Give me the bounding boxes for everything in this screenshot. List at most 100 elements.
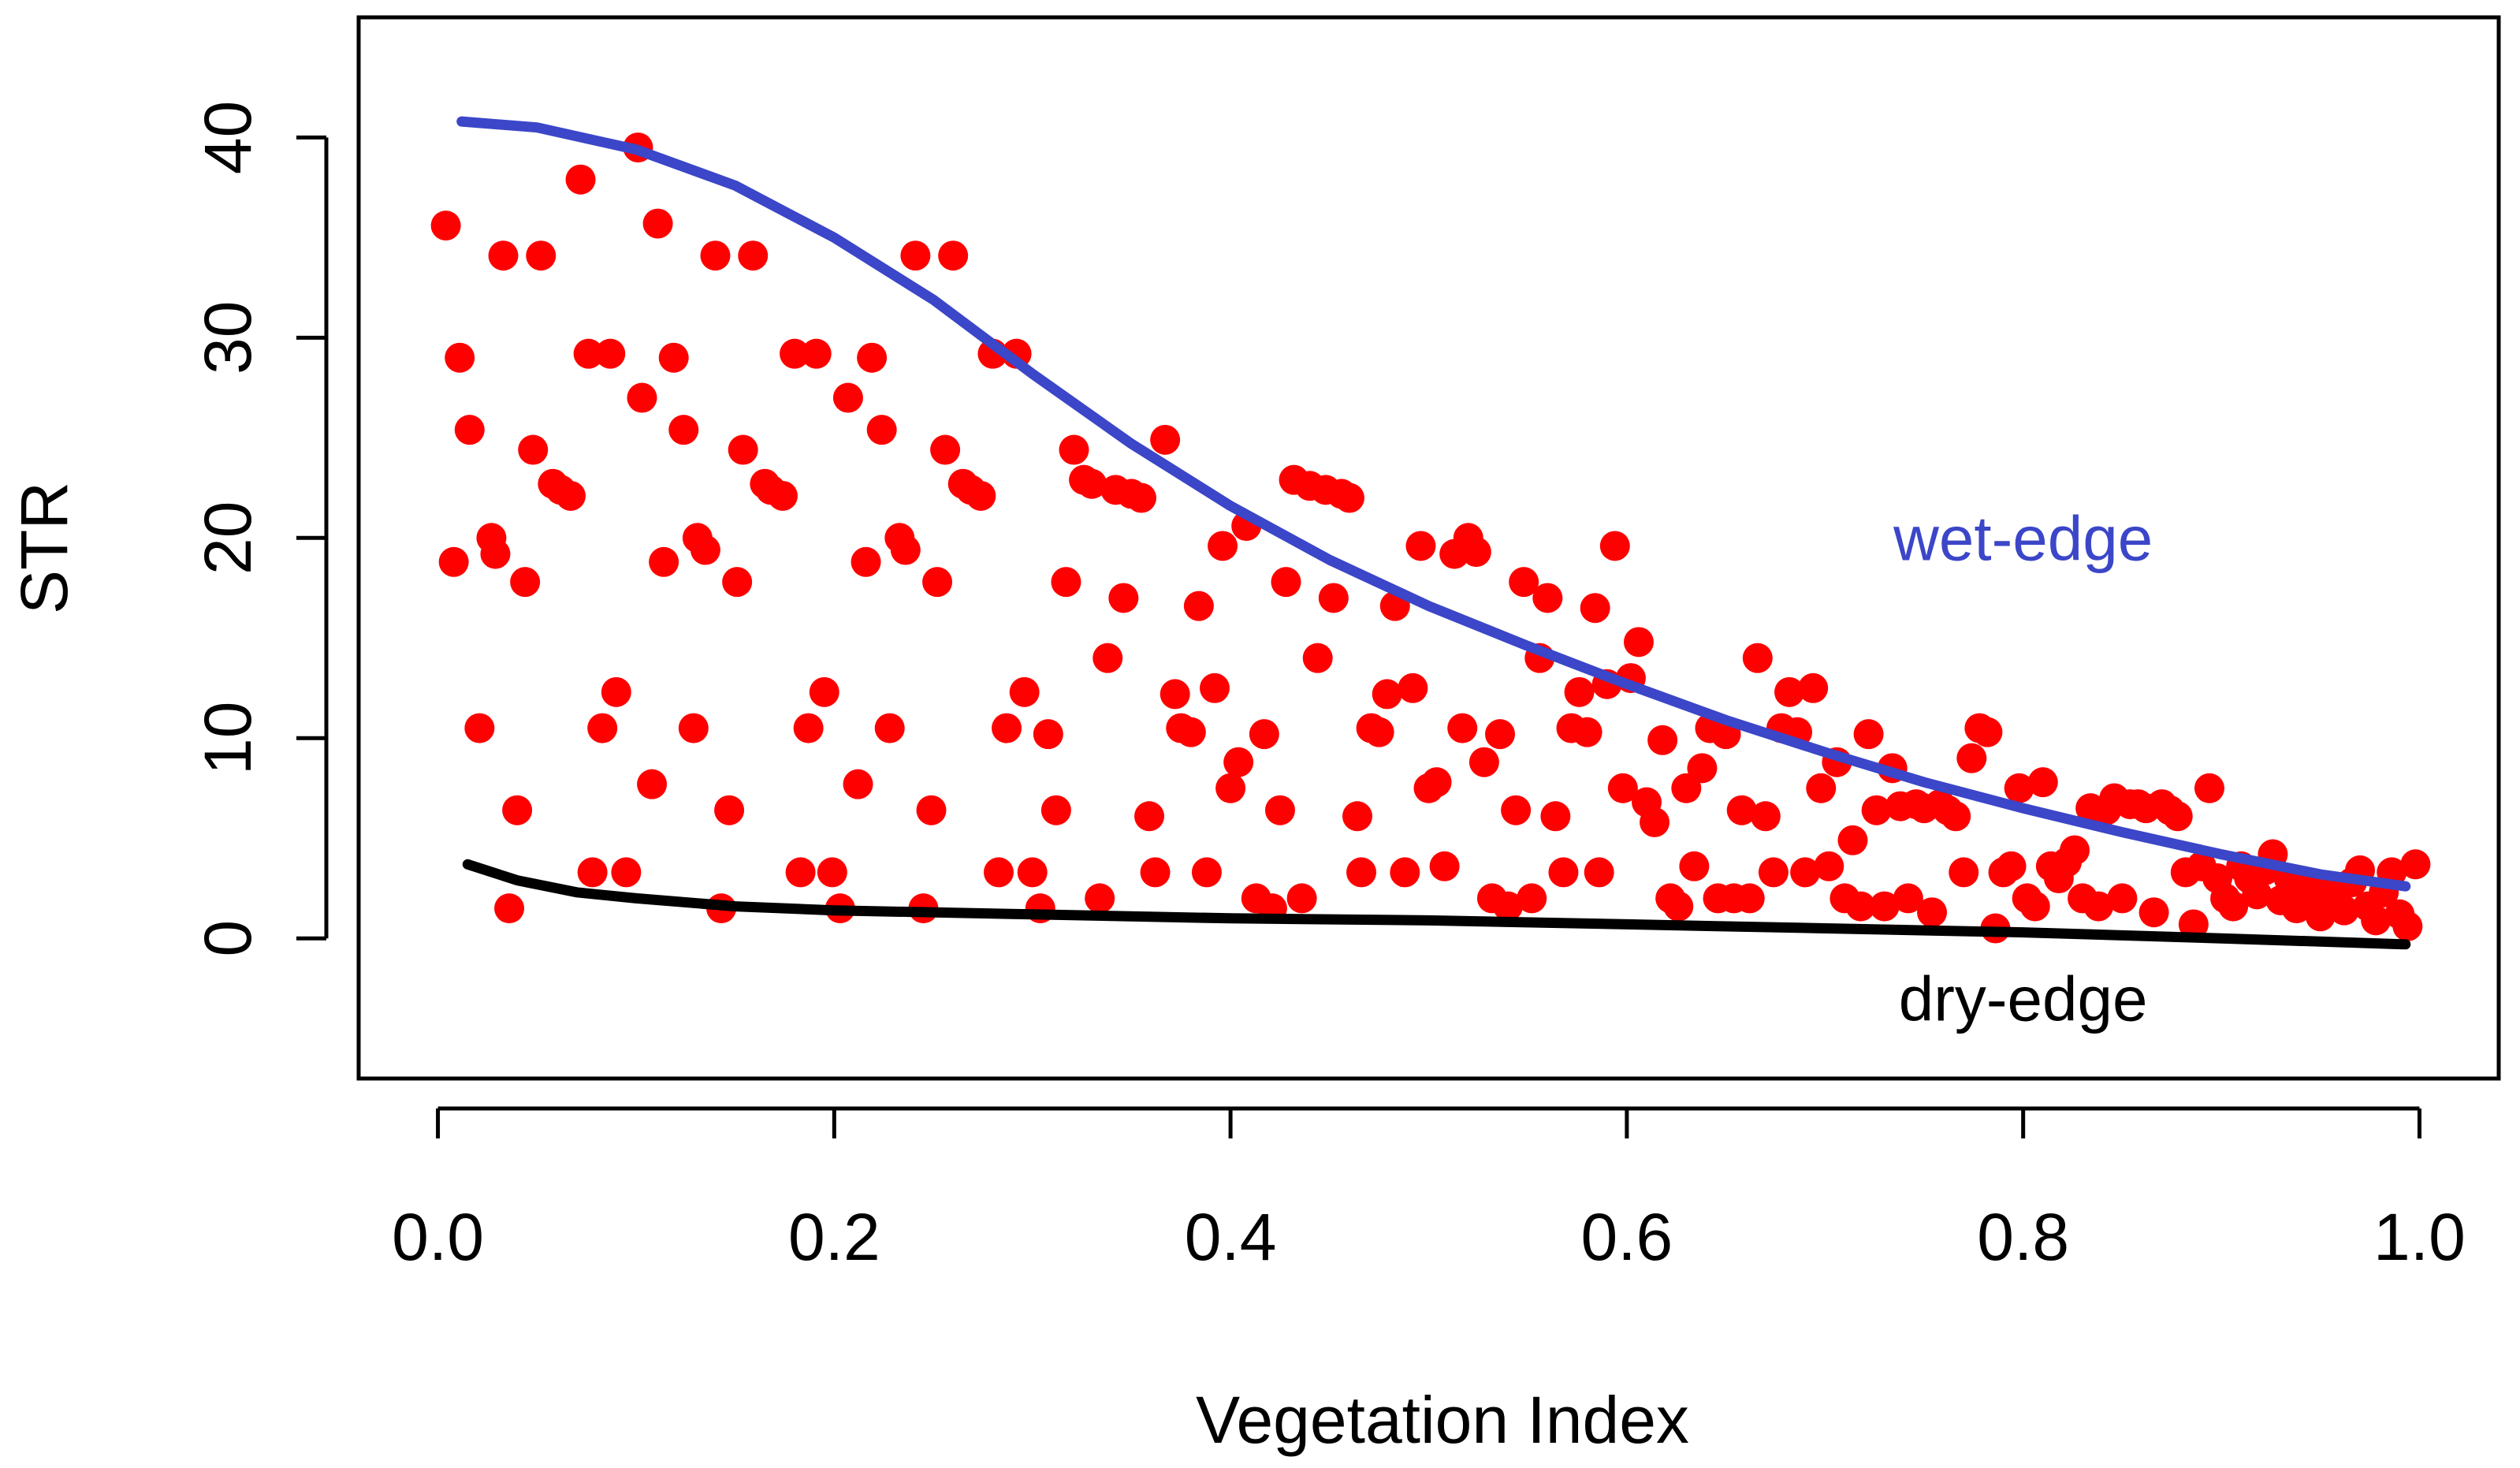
data-point	[1917, 897, 1948, 928]
dry-edge-line	[462, 859, 2411, 950]
data-point	[1509, 567, 1539, 598]
data-point	[627, 382, 657, 413]
data-point	[1599, 531, 1630, 561]
data-point	[438, 546, 469, 577]
data-point	[573, 338, 604, 369]
y-tick-label: 0	[191, 920, 265, 957]
data-point	[502, 795, 533, 825]
y-tick-label: 10	[191, 702, 265, 775]
data-point	[488, 240, 519, 271]
data-point	[809, 676, 839, 707]
x-tick-label: 0.0	[392, 1200, 484, 1274]
data-point	[1429, 851, 1460, 881]
data-point	[966, 480, 996, 511]
wet-edge-label: wet-edge	[1893, 503, 2153, 573]
data-point	[1051, 567, 1081, 598]
data-point	[1493, 891, 1524, 922]
data-point	[832, 382, 863, 413]
data-point	[992, 713, 1022, 743]
data-point	[1798, 673, 1829, 703]
data-point	[1996, 851, 2027, 881]
data-point	[2004, 773, 2034, 803]
data-point	[801, 338, 832, 369]
data-point	[1679, 851, 1710, 881]
data-point	[1949, 857, 1979, 888]
data-point	[843, 769, 873, 799]
data-point	[1742, 643, 1773, 673]
data-point	[857, 342, 888, 373]
data-point	[1390, 857, 1420, 888]
data-point	[690, 535, 720, 565]
data-point	[2107, 883, 2138, 914]
data-point	[2361, 905, 2392, 936]
data-point	[1159, 679, 1190, 710]
data-point	[1517, 883, 1547, 914]
data-point	[1607, 773, 1638, 803]
x-tick-label: 0.4	[1185, 1200, 1277, 1274]
data-point	[1461, 537, 1491, 568]
data-point	[938, 240, 969, 271]
data-point	[767, 480, 798, 511]
plot-frame	[356, 15, 2501, 1081]
data-point	[1640, 807, 1670, 837]
data-point	[728, 434, 758, 465]
data-point	[1134, 801, 1165, 832]
data-point	[494, 893, 525, 924]
data-point	[2400, 849, 2431, 880]
data-point	[866, 415, 897, 445]
data-point	[1837, 825, 1868, 855]
data-point	[1893, 883, 1923, 914]
data-point	[2328, 895, 2359, 926]
data-point	[1726, 795, 1757, 825]
data-point	[1663, 891, 1694, 922]
data-point	[1302, 643, 1333, 673]
data-point	[555, 480, 586, 511]
x-tick-label: 0.2	[788, 1200, 880, 1274]
data-point	[1845, 891, 1876, 922]
y-tick-label: 30	[191, 301, 265, 374]
data-point	[2060, 835, 2090, 866]
data-point	[1750, 801, 1781, 832]
data-point	[577, 857, 608, 888]
data-point	[700, 240, 731, 271]
data-point	[785, 857, 816, 888]
data-point	[2138, 897, 2169, 928]
data-point	[595, 338, 626, 369]
points-layer	[430, 132, 2431, 944]
data-point	[1869, 891, 1900, 922]
data-point	[1398, 673, 1428, 703]
data-point	[1806, 773, 1837, 803]
data-point	[658, 342, 689, 373]
data-point	[464, 713, 495, 743]
data-point	[510, 567, 541, 598]
data-point	[1223, 747, 1254, 777]
data-point	[900, 240, 931, 271]
x-tick-label: 0.8	[1977, 1200, 2069, 1274]
data-point	[1941, 801, 1971, 832]
data-point	[1191, 857, 1222, 888]
data-point	[2392, 911, 2423, 941]
data-point	[714, 795, 745, 825]
data-point	[1687, 753, 1718, 784]
data-point	[2083, 891, 2114, 922]
data-point	[1485, 719, 1515, 750]
data-point	[1853, 719, 1884, 750]
data-point	[1140, 857, 1171, 888]
data-point	[1346, 857, 1377, 888]
data-point	[1774, 676, 1805, 707]
x-axis-label: Vegetation Index	[1196, 1383, 1689, 1457]
data-point	[565, 164, 596, 195]
data-point	[1318, 583, 1349, 613]
data-point	[983, 857, 1014, 888]
data-point	[1501, 795, 1532, 825]
data-point	[2162, 801, 2193, 832]
data-point	[930, 434, 961, 465]
data-point	[637, 769, 668, 799]
data-point	[1580, 593, 1610, 624]
data-point	[1540, 801, 1571, 832]
data-point	[1956, 743, 1987, 773]
data-point	[1734, 883, 1765, 914]
data-point	[1572, 717, 1602, 747]
data-point	[1077, 468, 1107, 499]
